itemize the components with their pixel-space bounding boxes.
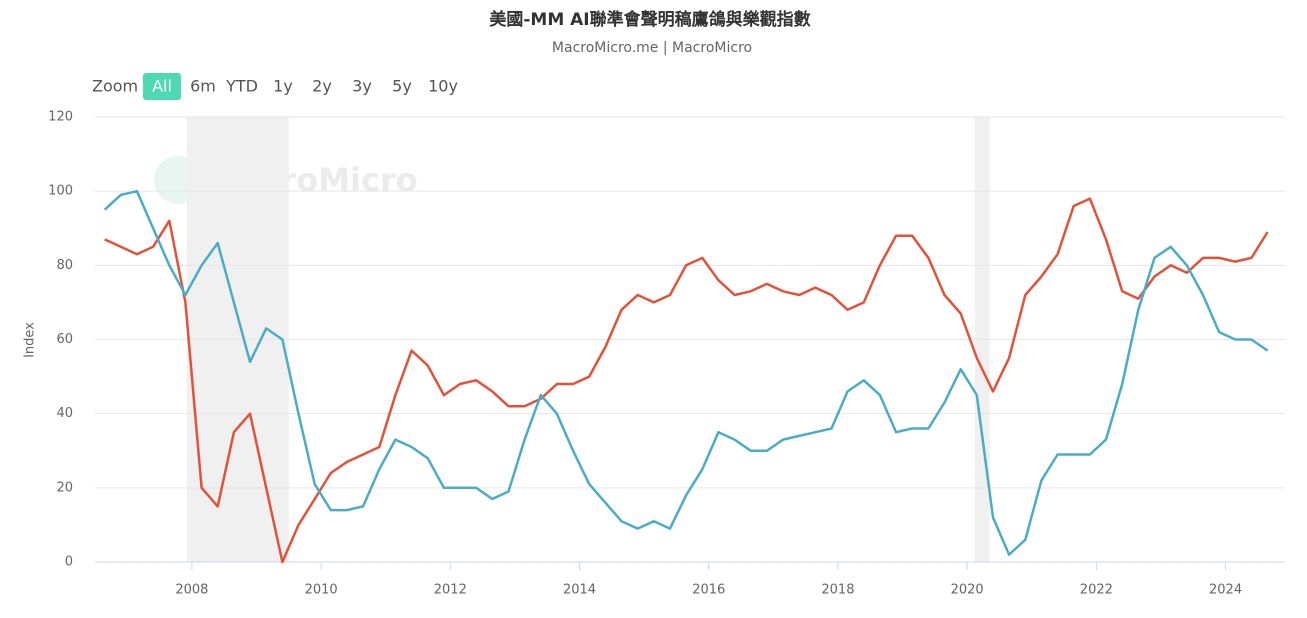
zoom-button[interactable]: 10y: [428, 77, 458, 96]
x-tick-label: 2020: [951, 583, 984, 598]
x-tick-label: 2012: [434, 583, 467, 598]
zoom-button-bg[interactable]: [143, 73, 181, 100]
chart-subtitle: MacroMicro.me | MacroMicro: [552, 40, 752, 56]
zoom-button[interactable]: YTD: [225, 77, 258, 96]
y-tick-label: 60: [56, 332, 73, 347]
zoom-button[interactable]: 6m: [190, 77, 216, 96]
y-tick-label: 40: [56, 406, 73, 421]
zoom-button[interactable]: 3y: [352, 77, 372, 96]
x-tick-label: 2008: [175, 583, 208, 598]
y-tick-label: 20: [56, 480, 73, 495]
x-tick-label: 2024: [1209, 583, 1242, 598]
y-axis-label: Index: [23, 322, 38, 358]
x-tick-label: 2018: [821, 583, 854, 598]
chart-title: 美國-MM AI聯準會聲明稿鷹鴿與樂觀指數: [489, 9, 810, 30]
y-tick-label: 80: [56, 258, 73, 273]
x-tick-label: 2010: [305, 583, 338, 598]
x-tick-label: 2016: [692, 583, 725, 598]
y-tick-label: 120: [48, 110, 73, 125]
x-tick-label: 2014: [563, 583, 596, 598]
zoom-label: Zoom: [92, 77, 138, 96]
series-line: [103, 189, 1269, 556]
y-tick-label: 100: [48, 184, 73, 199]
zoom-button[interactable]: 5y: [392, 77, 412, 96]
y-tick-label: 0: [65, 555, 73, 570]
series-line: [104, 197, 1269, 564]
zoom-button[interactable]: All: [152, 77, 172, 96]
x-tick-label: 2022: [1080, 583, 1113, 598]
zoom-button[interactable]: 1y: [273, 77, 293, 96]
zoom-button[interactable]: 2y: [312, 77, 332, 96]
